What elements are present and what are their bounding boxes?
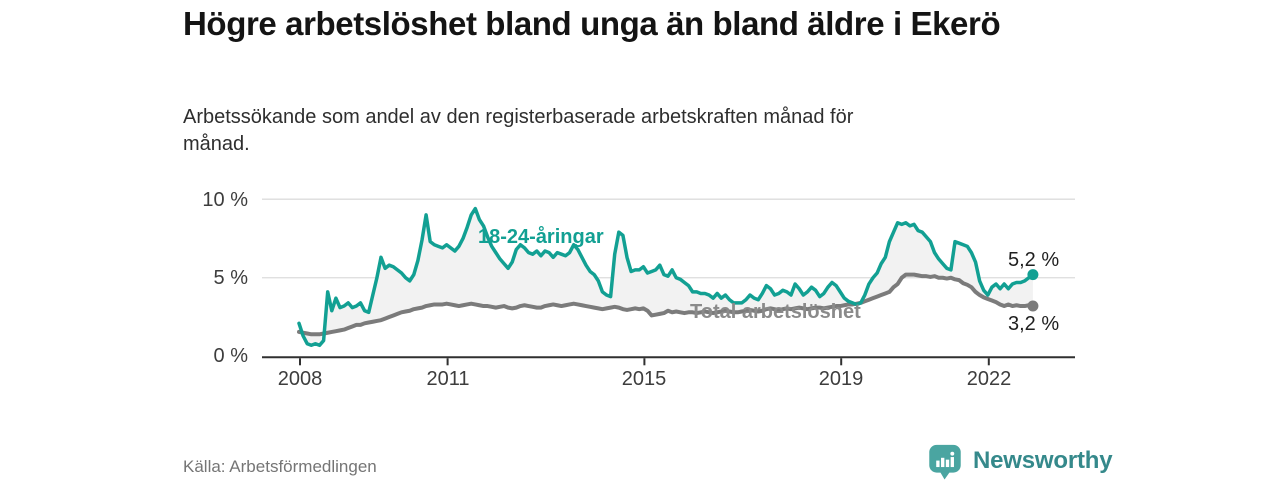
newsworthy-bubble-chart-icon (929, 444, 961, 480)
x-tick-2008: 2008 (277, 368, 323, 390)
series-label-young: 18-24-åringar (478, 226, 604, 248)
end-value-total: 3,2 % (1008, 313, 1060, 335)
series-label-total: Total arbetslöshet (690, 301, 861, 323)
y-tick-10: 10 % (202, 189, 248, 211)
newsworthy-wordmark: Newsworthy (973, 447, 1113, 474)
x-tick-2022: 2022 (966, 368, 1012, 390)
source-note: Källa: Arbetsförmedlingen (183, 457, 377, 476)
y-tick-5: 5 % (213, 267, 248, 289)
newsworthy-logo[interactable]: Newsworthy (926, 443, 1113, 480)
end-value-young: 5,2 % (1008, 249, 1060, 271)
y-tick-0: 0 % (213, 345, 248, 367)
x-tick-2019: 2019 (818, 368, 864, 390)
x-tick-2011: 2011 (426, 368, 470, 390)
x-tick-2015: 2015 (621, 368, 667, 390)
page-title: Högre arbetslöshet bland unga än bland ä… (183, 5, 1001, 42)
page-subtitle: Arbetssökande som andel av den registerb… (183, 106, 854, 155)
